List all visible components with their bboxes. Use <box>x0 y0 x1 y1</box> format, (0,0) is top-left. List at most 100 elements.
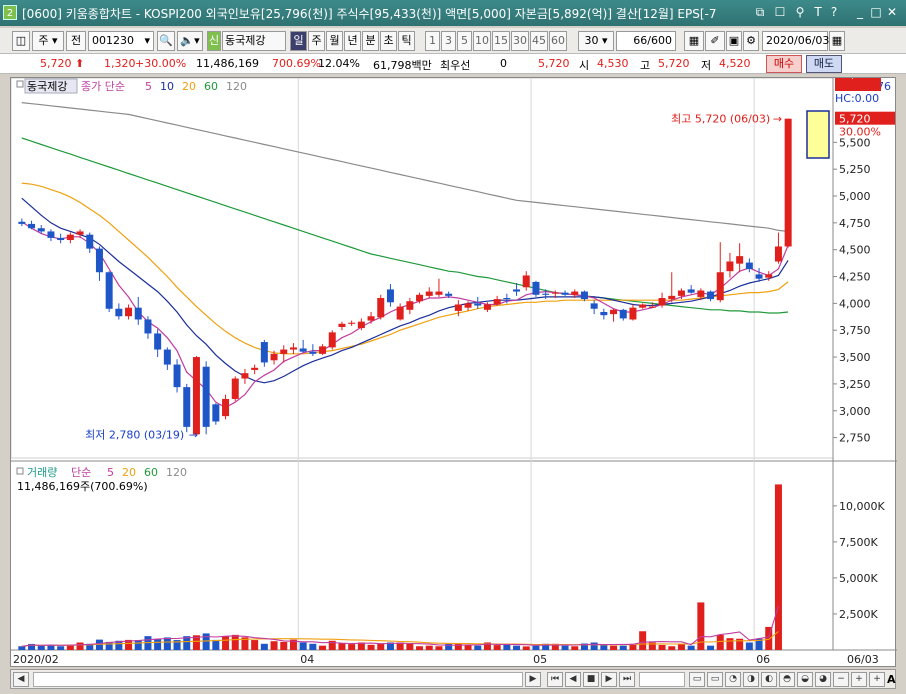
tool-6-icon[interactable]: ◓ <box>779 672 795 687</box>
close-icon[interactable]: ✕ <box>886 5 898 19</box>
last-page-icon[interactable]: ⏭ <box>619 672 635 687</box>
gear-icon[interactable]: ⚙ <box>743 31 759 51</box>
volume-bar <box>435 646 443 650</box>
help-icon[interactable]: ? <box>830 5 838 19</box>
interval-button-60[interactable]: 60 <box>549 31 567 51</box>
pin-icon[interactable]: ⚲ <box>795 5 805 19</box>
interval-button-5[interactable]: 5 <box>457 31 472 51</box>
prev-page-icon[interactable]: ◀ <box>565 672 581 687</box>
volume-bar <box>493 645 501 650</box>
chart-area[interactable]: 2,750 3,000 3,250 3,500 3,750 4,000 4,250 4,500… <box>10 77 897 668</box>
volume-bar <box>648 642 656 650</box>
stock-code-input[interactable]: 001230 ▾ <box>88 31 154 51</box>
volume-legend-ma-3: 60 <box>144 466 158 479</box>
text-icon[interactable]: T <box>814 5 822 19</box>
save-icon[interactable]: ▣ <box>726 31 742 51</box>
period-button-5[interactable]: 초 <box>380 31 397 51</box>
candle-body <box>231 378 239 399</box>
scroll-right-icon[interactable]: ▶ <box>525 672 541 687</box>
period-button-2[interactable]: 월 <box>326 31 343 51</box>
stop-icon[interactable]: ■ <box>583 672 599 687</box>
tool-2-icon[interactable]: ▭ <box>707 672 723 687</box>
candle-body <box>134 307 142 320</box>
interval-button-1[interactable]: 1 <box>425 31 440 51</box>
zoom-reset-icon[interactable]: + <box>851 672 867 687</box>
candle-body <box>687 289 695 293</box>
volume-bar <box>629 643 637 650</box>
price-legend-ma-120: 120 <box>226 80 247 93</box>
window-restore-icon[interactable]: □ <box>870 5 882 19</box>
date-input[interactable]: 2020/06/03 <box>762 31 829 51</box>
scroll-left-icon[interactable]: ◀ <box>13 672 29 687</box>
interval-button-3[interactable]: 3 <box>441 31 456 51</box>
mode-select[interactable]: 주 ▾ <box>32 31 64 51</box>
next-page-icon[interactable]: ▶ <box>601 672 617 687</box>
pref-value: 0 <box>500 57 507 70</box>
tool-4-icon[interactable]: ◑ <box>743 672 759 687</box>
layout-icon[interactable]: ◫ <box>12 31 30 51</box>
chart-tool-icon[interactable]: ▦ <box>684 31 704 51</box>
high-arrow-icon: → <box>773 113 782 126</box>
auto-scale-icon[interactable]: A <box>887 673 896 686</box>
first-page-icon[interactable]: ⏮ <box>547 672 563 687</box>
calendar-icon[interactable]: ▦ <box>829 31 845 51</box>
period-button-6[interactable]: 틱 <box>398 31 415 51</box>
line-tool-icon[interactable]: ✐ <box>705 31 725 51</box>
zoom-out-icon[interactable]: − <box>833 672 849 687</box>
candle-body <box>416 294 424 302</box>
period-button-1[interactable]: 주 <box>308 31 325 51</box>
period-button-4[interactable]: 분 <box>362 31 379 51</box>
count-input[interactable]: 66/600 <box>616 31 676 51</box>
search-icon[interactable]: 🔍 <box>157 31 175 51</box>
interval-select[interactable]: 30 ▾ <box>578 31 614 51</box>
prev-button[interactable]: 전 <box>66 31 86 51</box>
zoom-track[interactable] <box>639 672 685 687</box>
price-tick-label: 3,500 <box>839 351 871 364</box>
tool-8-icon[interactable]: ◕ <box>815 672 831 687</box>
chart-svg[interactable]: 2,750 3,000 3,250 3,500 3,750 4,000 4,250 4,500… <box>11 78 897 668</box>
volume-bar <box>677 643 685 650</box>
interval-button-15[interactable]: 15 <box>492 31 510 51</box>
volume-legend-box-icon <box>16 467 24 475</box>
maximize-icon[interactable]: ☐ <box>774 5 786 19</box>
chart-scrollbar[interactable]: ◀ ▶ ⏮ ◀ ■ ▶ ⏭ ▭ ▭ ◔ ◑ ◐ ◓ ◒ ◕ − + + A <box>10 669 896 689</box>
price-tick-label: 5,250 <box>839 163 871 176</box>
interval-button-30[interactable]: 30 <box>511 31 529 51</box>
scroll-track[interactable] <box>33 672 523 687</box>
period-button-3[interactable]: 년 <box>344 31 361 51</box>
buy-button[interactable]: 매수 <box>766 55 802 73</box>
volume-bar <box>377 643 385 650</box>
tool-3-icon[interactable]: ◔ <box>725 672 741 687</box>
candle-body <box>483 304 491 310</box>
up-arrow-icon: ⬆ <box>75 57 85 70</box>
volume-bar <box>289 639 297 650</box>
volume-bar <box>416 646 424 650</box>
volume-bar <box>95 639 103 650</box>
volume-bar <box>18 646 26 650</box>
sell-button[interactable]: 매도 <box>806 55 842 73</box>
volume-bar <box>319 645 327 650</box>
period-button-0[interactable]: 일 <box>290 31 307 51</box>
zoom-in-icon[interactable]: + <box>869 672 885 687</box>
audio-icon[interactable]: 🔈▾ <box>177 31 203 51</box>
volume-info-label: 11,486,169주(700.69%) <box>17 480 148 493</box>
candle-body <box>493 299 501 305</box>
tool-5-icon[interactable]: ◐ <box>761 672 777 687</box>
minimize-icon[interactable]: _ <box>857 5 863 19</box>
restore-icon[interactable]: ⧉ <box>755 5 765 19</box>
price-change-pct: +30.00% <box>135 57 187 70</box>
current-price-label: 5,720 <box>839 113 871 126</box>
volume-bar <box>774 484 782 650</box>
candle-body <box>765 274 773 278</box>
legend-name-box <box>24 78 78 94</box>
candle-body <box>716 272 724 301</box>
hc-label: HC:0.00 <box>835 92 879 105</box>
x-axis-label: 2020/02 <box>13 653 59 666</box>
candle-body <box>532 281 540 295</box>
tool-1-icon[interactable]: ▭ <box>689 672 705 687</box>
candle-body <box>241 373 249 379</box>
interval-button-10[interactable]: 10 <box>473 31 491 51</box>
interval-button-45[interactable]: 45 <box>530 31 548 51</box>
tool-7-icon[interactable]: ◒ <box>797 672 813 687</box>
price-tick-label: 4,250 <box>839 271 871 284</box>
